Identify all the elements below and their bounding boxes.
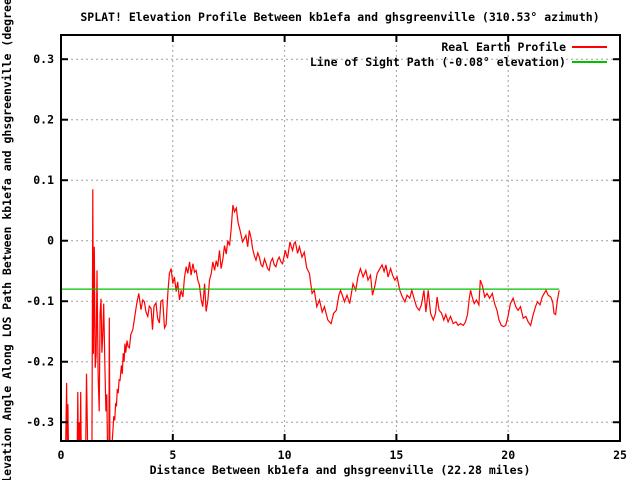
plot-border (60, 34, 621, 442)
chart-title: SPLAT! Elevation Profile Between kb1efa … (80, 10, 599, 24)
tick-marks (60, 35, 621, 441)
x-tick-label: 25 (613, 448, 627, 462)
tick-labels: 0 5 10 15 20 25 0.3 0.2 0.1 0 -0.1 -0.2 -0.3 (26, 52, 627, 462)
legend-label-line-of-sight: Line of Sight Path (-0.08° elevation) (310, 55, 566, 69)
y-tick-label: 0.3 (33, 52, 54, 66)
real-earth-profile-line (65, 189, 560, 441)
x-tick-label: 0 (58, 448, 65, 462)
x-axis-label: Distance Between kb1efa and ghsgreenvill… (150, 463, 531, 477)
legend: Real Earth Profile Line of Sight Path (-… (310, 40, 607, 69)
y-tick-label: 0 (47, 234, 54, 248)
x-tick-label: 15 (389, 448, 403, 462)
y-tick-label: -0.1 (26, 294, 54, 308)
grid-layer (61, 35, 620, 441)
series-layer (61, 189, 560, 441)
legend-label-real-earth-profile: Real Earth Profile (441, 40, 566, 54)
y-tick-label: 0.2 (33, 113, 54, 127)
x-tick-label: 20 (501, 448, 515, 462)
x-tick-label: 10 (278, 448, 292, 462)
y-tick-label: 0.1 (33, 173, 54, 187)
y-axis-label: Elevation Angle Along LOS Path Between k… (0, 0, 14, 480)
y-tick-label: -0.3 (26, 415, 54, 429)
y-tick-label: -0.2 (26, 355, 54, 369)
x-tick-label: 5 (169, 448, 176, 462)
